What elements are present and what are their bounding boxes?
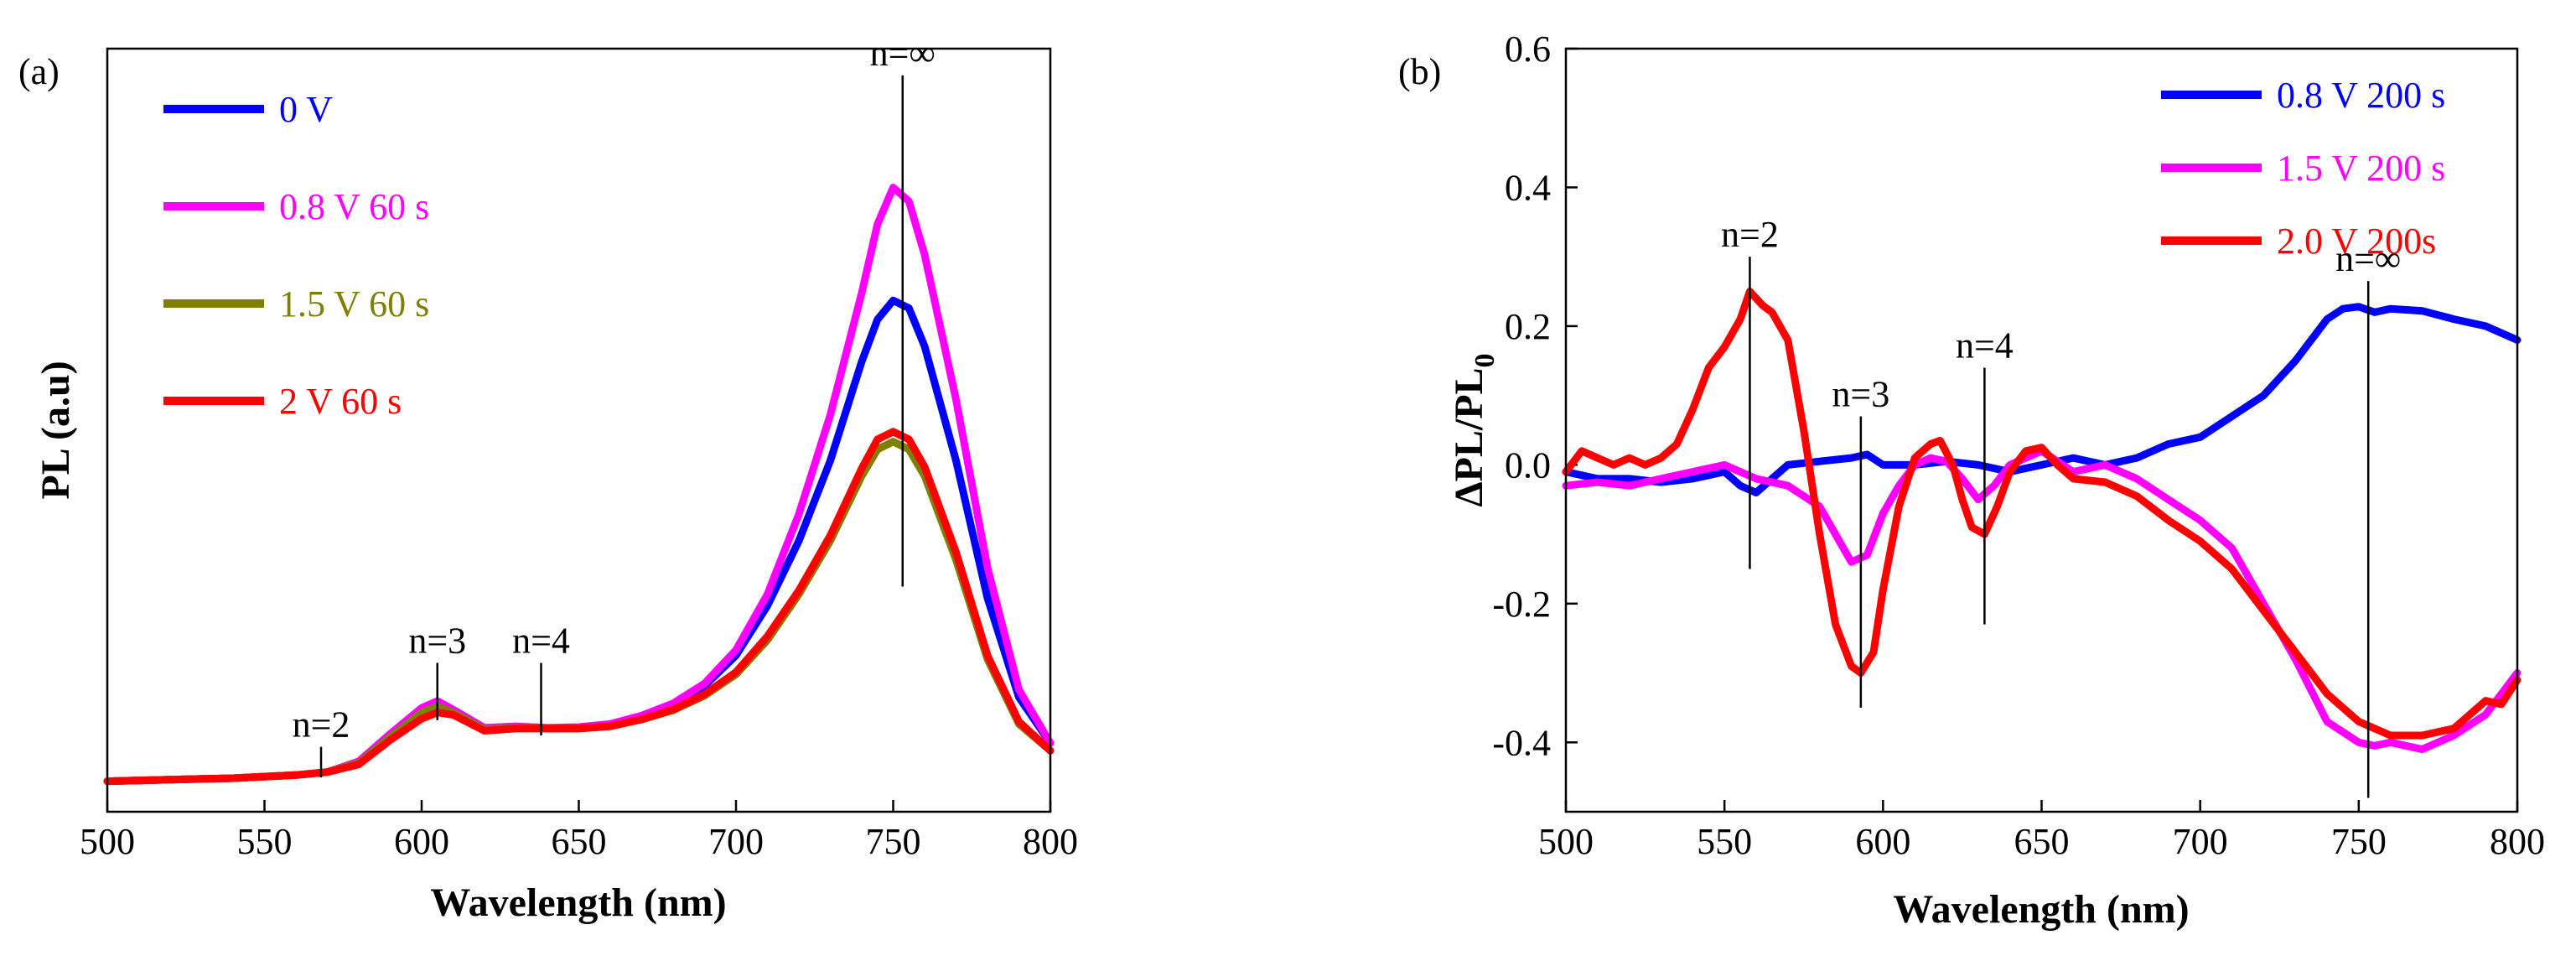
a-x-tick-label: 650 [552,821,607,862]
a-x-tick-label: 500 [80,821,135,862]
b-x-tick-label: 600 [1855,821,1910,862]
b-y-tick-label: -0.4 [1492,722,1551,763]
b-x-tick-label: 800 [2490,821,2545,862]
a-series-line-1 [103,296,1055,786]
b-x-tick-label: 650 [2014,821,2070,862]
panel-b-annotations: n=2 n=3 n=4 n=∞ [1721,214,2401,798]
panel-a-annotations: n=2 n=3 n=4 n=∞ [293,33,936,778]
b-y-tick-label: 0.2 [1505,306,1551,347]
a-x-tick-label: 550 [237,821,293,862]
b-x-tick-label: 750 [2331,821,2387,862]
panel-a-series [103,184,1055,786]
panel-a-y-axis-title: PL (a.u) [34,361,78,499]
a-peak-label: n=4 [512,621,570,662]
panel-a-label: (a) [18,51,60,92]
panel-b-legend: 0.8 V 200 s 1.5 V 200 s 2.0 V 200s [2161,75,2445,262]
a-series-line-2 [103,184,1055,786]
a-legend-label: 0 V [279,89,333,130]
a-peak-label: n=2 [293,704,350,745]
panel-a-ticks: 500 550 600 650 700 750 800 [80,800,1078,862]
a-peak-label: n=3 [408,621,466,662]
panel-b-label: (b) [1398,51,1441,92]
b-series-line-1 [1562,303,2522,496]
panel-b-y-axis-title-subscript: 0 [1469,353,1501,367]
a-legend-label: 0.8 V 60 s [279,186,429,227]
b-x-tick-label: 500 [1538,821,1594,862]
a-x-tick-label: 800 [1023,821,1078,862]
panel-b-plot-frame [1564,47,2519,813]
b-legend-label: 1.5 V 200 s [2277,148,2445,189]
b-y-tick-label: 0.0 [1505,444,1551,486]
panel-b-x-axis-title: Wavelength (nm) [1893,887,2189,932]
panel-a-x-axis-title: Wavelength (nm) [430,880,726,925]
panel-a-plot-frame [106,47,1052,813]
panel-b-y-axis-title-main: ΔPL/PL [1447,367,1491,506]
b-x-tick-label: 550 [1697,821,1752,862]
b-legend-label: 2.0 V 200s [2277,221,2436,262]
b-series-line-2 [1562,447,2522,753]
a-peak-label: n=∞ [870,33,936,74]
panel-a: (a) 500 550 600 650 700 750 800 n=2 n=3 n=4 n=∞ 0… [18,33,1078,925]
a-x-tick-label: 700 [708,821,764,862]
b-series-line-3 [1562,288,2522,740]
b-legend-label: 0.8 V 200 s [2277,75,2445,116]
a-legend-label: 1.5 V 60 s [279,283,429,325]
b-y-tick-label: -0.2 [1492,584,1551,625]
panel-b-y-axis-title: ΔPL/PL0 [1447,353,1501,506]
b-y-tick-label: 0.4 [1505,167,1551,208]
a-x-tick-label: 600 [394,821,449,862]
b-y-tick-label: 0.6 [1505,29,1551,70]
panel-b-series [1562,288,2522,753]
b-peak-label: n=4 [1956,325,2014,366]
panel-b: (b) 500 550 600 650 700 750 800 -0.4 -0.2 0.0 0.2 0… [1398,29,2545,932]
b-x-tick-label: 700 [2173,821,2228,862]
panel-b-ticks: 500 550 600 650 700 750 800 -0.4 -0.2 0.0 0.2 0.4 0.… [1492,29,2545,862]
b-peak-label: n=3 [1832,373,1889,414]
b-peak-label: n=2 [1721,214,1779,255]
a-legend-label: 2 V 60 s [279,381,402,422]
a-series-line-4 [103,428,1055,786]
b-peak-label: n=∞ [2335,238,2401,279]
a-x-tick-label: 750 [866,821,921,862]
panel-a-legend: 0 V 0.8 V 60 s 1.5 V 60 s 2 V 60 s [163,89,429,422]
